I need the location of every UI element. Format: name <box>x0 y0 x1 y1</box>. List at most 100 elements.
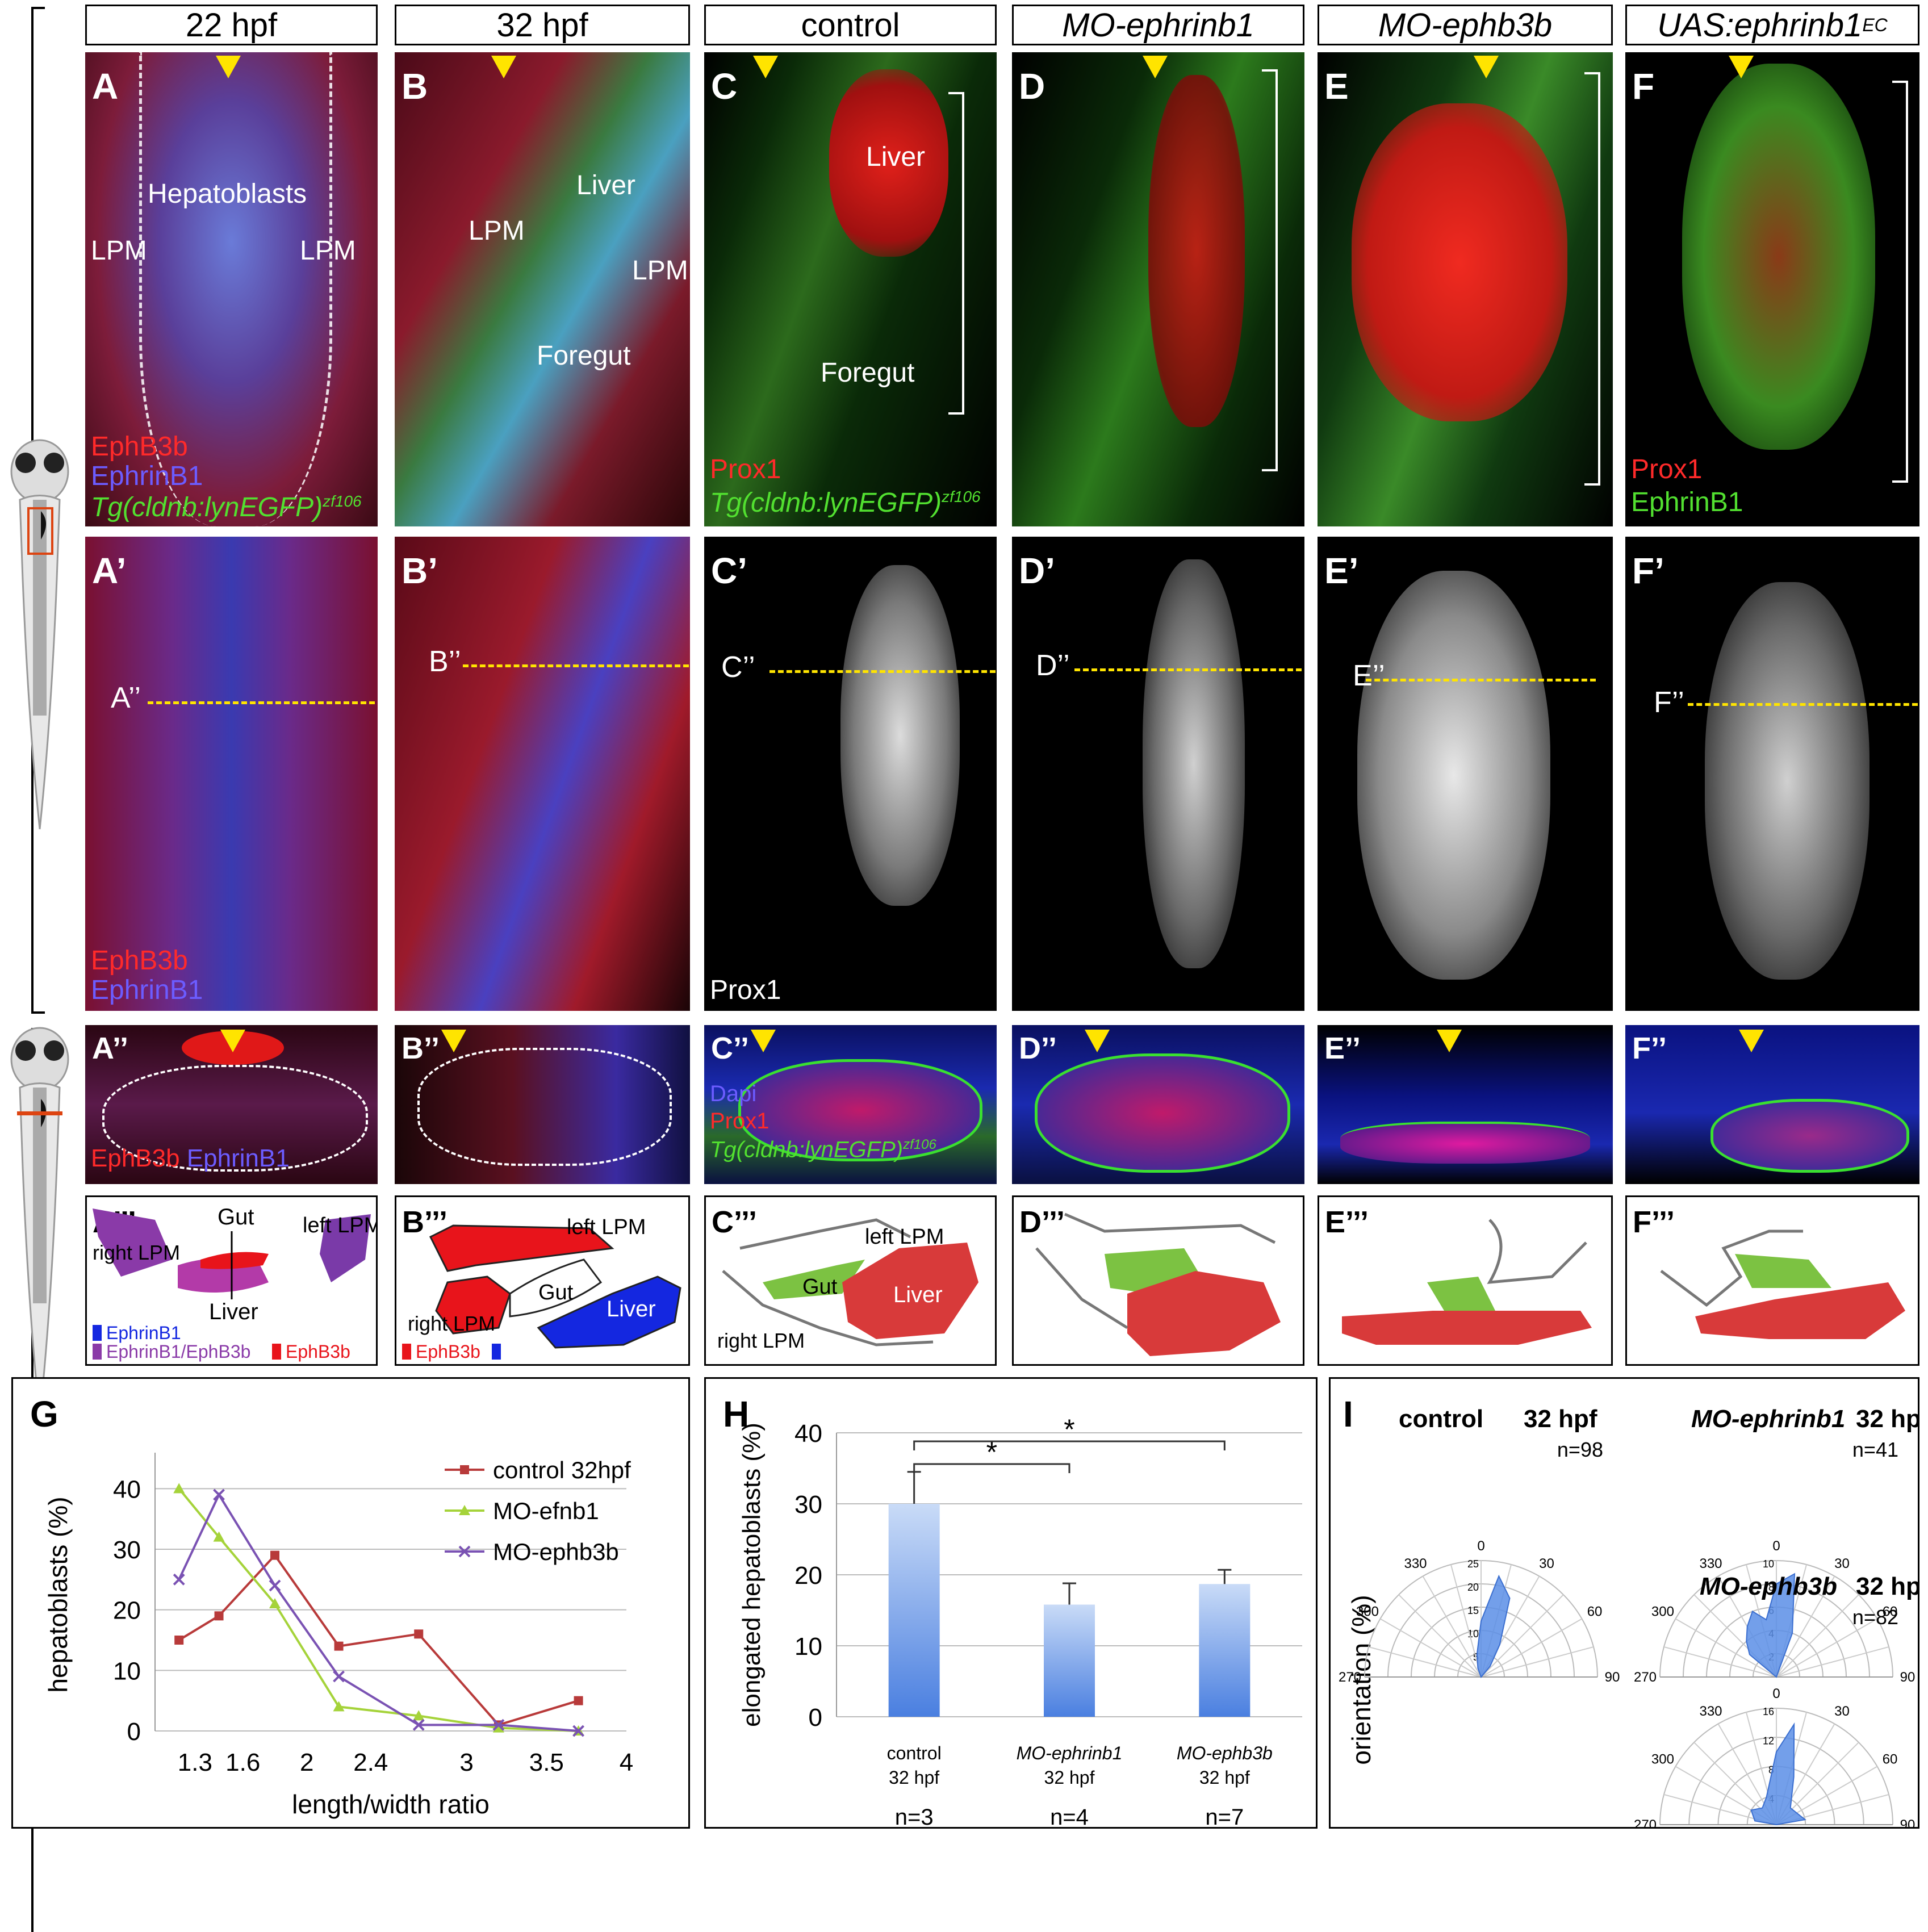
data-point <box>173 1483 185 1494</box>
yellow-arrowhead-icon <box>1739 1030 1764 1052</box>
polar-r-tick: 25 <box>1467 1558 1479 1570</box>
panel-A: A Hepatoblasts LPM LPM EphB3b EphrinB1 T… <box>85 52 378 526</box>
category-label: control <box>887 1743 942 1763</box>
panel-letter-C-double-prime: C’’ <box>711 1031 749 1065</box>
polar-spoke <box>1675 1618 1777 1678</box>
panel-letter-C-prime: C’ <box>711 550 747 591</box>
category-label: MO-ephb3b <box>1177 1743 1273 1763</box>
embryo-icon-top <box>10 439 69 830</box>
orientation-rose <box>1746 1573 1796 1678</box>
section-label-b: B’’ <box>429 645 461 678</box>
panel-letter-F: F <box>1632 66 1655 107</box>
polar-angle-label: 300 <box>1356 1604 1379 1620</box>
section-line-a <box>148 701 375 704</box>
polar-angle-label: 0 <box>1477 1538 1484 1554</box>
legend-marker <box>458 1545 471 1558</box>
panel-A-prime: A’ A’’ EphB3b EphrinB1 <box>85 537 378 1011</box>
data-point <box>333 1670 345 1683</box>
label-lpm-right: LPM <box>300 236 356 266</box>
panel-E-prime: E’ E’’ <box>1318 537 1613 1011</box>
data-point <box>214 1611 224 1621</box>
significance-bracket <box>913 1440 1226 1450</box>
polar-angle-label: 30 <box>1834 1556 1850 1571</box>
polar-angle-label: 90 <box>1900 1670 1916 1685</box>
panel-letter-A-prime: A’ <box>92 550 127 591</box>
y-tick-label: 10 <box>113 1657 141 1685</box>
legend-label: MO-ephb3b <box>493 1538 619 1565</box>
header-mo-ephb3b: MO-ephb3b <box>1318 5 1613 45</box>
polar-n: n=82 <box>1852 1605 1898 1629</box>
polar-angle-label: 60 <box>1587 1604 1603 1620</box>
y-axis-label: elongated hepatoblasts (%) <box>738 1423 766 1727</box>
polar-angle-label: 300 <box>1651 1604 1674 1620</box>
section-line-e <box>1366 679 1596 681</box>
polar-angle-label: 330 <box>1699 1556 1722 1571</box>
schematic-A: A’’’ Gut left LPM right LPM Liver Ephrin… <box>85 1195 378 1366</box>
svg-text:EphrinB1: EphrinB1 <box>106 1323 181 1343</box>
y-tick-label: 20 <box>794 1562 822 1590</box>
header-uas-ephrinb1: UAS:ephrinb1 EC <box>1625 5 1919 45</box>
data-point <box>574 1696 583 1705</box>
panel-letter-B-double-prime: B’’ <box>402 1031 440 1065</box>
label-liver: Liver <box>576 170 636 200</box>
x-tick-label: 2.4 <box>353 1749 388 1776</box>
legend-prox1: Prox1 <box>710 1109 769 1134</box>
panel-letter-E: E <box>1324 66 1349 107</box>
liver-bracket <box>948 92 964 415</box>
polar-r-tick: 8 <box>1768 1582 1774 1593</box>
section-label-a: A’’ <box>111 681 141 714</box>
panel-F: F Prox1 EphrinB1 <box>1625 52 1919 526</box>
legend-marker <box>460 1465 469 1474</box>
header-32hpf: 32 hpf <box>395 5 690 45</box>
polar-angle-label: 90 <box>1605 1670 1620 1685</box>
header-22hpf: 22 hpf <box>85 5 378 45</box>
legend-row3-a: EphB3b EphrinB1 <box>91 1144 290 1172</box>
svg-text:Liver: Liver <box>893 1282 943 1307</box>
svg-text:right LPM: right LPM <box>408 1312 495 1335</box>
x-tick-label: 2 <box>300 1749 313 1776</box>
data-point <box>269 1579 281 1592</box>
polar-angle-label: 60 <box>1883 1604 1898 1620</box>
panel-letter-F-triple-prime: F’’’ <box>1633 1205 1675 1239</box>
bar <box>1199 1584 1251 1717</box>
section-label-f: F’’ <box>1654 686 1684 719</box>
polar-angle-label: 330 <box>1699 1704 1722 1719</box>
y-tick-label: 40 <box>794 1420 822 1448</box>
y-axis-label: hepatoblasts (%) <box>43 1496 73 1692</box>
section-line-b <box>463 664 689 667</box>
polar-spoke <box>1450 1564 1482 1678</box>
polar-spoke <box>1776 1575 1835 1678</box>
header-control: control <box>704 5 997 45</box>
panel-letter-B-prime: B’ <box>402 550 438 591</box>
polar-spoke <box>1776 1594 1859 1678</box>
svg-text:EphB3b: EphB3b <box>286 1341 350 1362</box>
polar-title: control <box>1399 1405 1483 1433</box>
y-tick-label: 30 <box>794 1491 822 1519</box>
panel-letter-C: C <box>711 66 738 107</box>
panel-G: G 0 10 20 30 40 1.3 1.6 2 2.4 3 3.5 4 length/width r… <box>11 1377 690 1829</box>
polar-spoke <box>1480 1618 1583 1678</box>
legend-prox1: Prox1 <box>710 975 781 1005</box>
schematic-B: B’’’ left LPM Gut Liver right LPM EphB3b <box>395 1195 690 1366</box>
bar <box>1044 1604 1095 1717</box>
header-mo-ephrinb1: MO-ephrinb1 <box>1012 5 1304 45</box>
yellow-arrowhead-icon <box>216 56 241 78</box>
yellow-arrowhead-icon <box>1143 56 1168 78</box>
legend-marker <box>459 1505 470 1515</box>
embryo-icon-bottom <box>10 1027 69 1417</box>
yellow-arrowhead-icon <box>1085 1030 1110 1052</box>
label-lpm: LPM <box>469 216 525 246</box>
polar-time: 32 hpf <box>1524 1405 1597 1433</box>
polar-spoke <box>1776 1646 1889 1678</box>
legend-dapi: Dapi <box>710 1081 757 1106</box>
polar-time: 32 hpf <box>1856 1573 1918 1600</box>
liver-bracket <box>1892 81 1908 483</box>
polar-r-tick: 10 <box>1763 1558 1774 1570</box>
data-point <box>174 1636 184 1645</box>
data-point <box>492 1722 504 1733</box>
panel-letter-A-double-prime: A’’ <box>92 1031 129 1065</box>
x-tick-label: 3 <box>459 1749 473 1776</box>
legend-tg: Tg(cldnb:lynEGFP)zf106 <box>710 488 981 518</box>
